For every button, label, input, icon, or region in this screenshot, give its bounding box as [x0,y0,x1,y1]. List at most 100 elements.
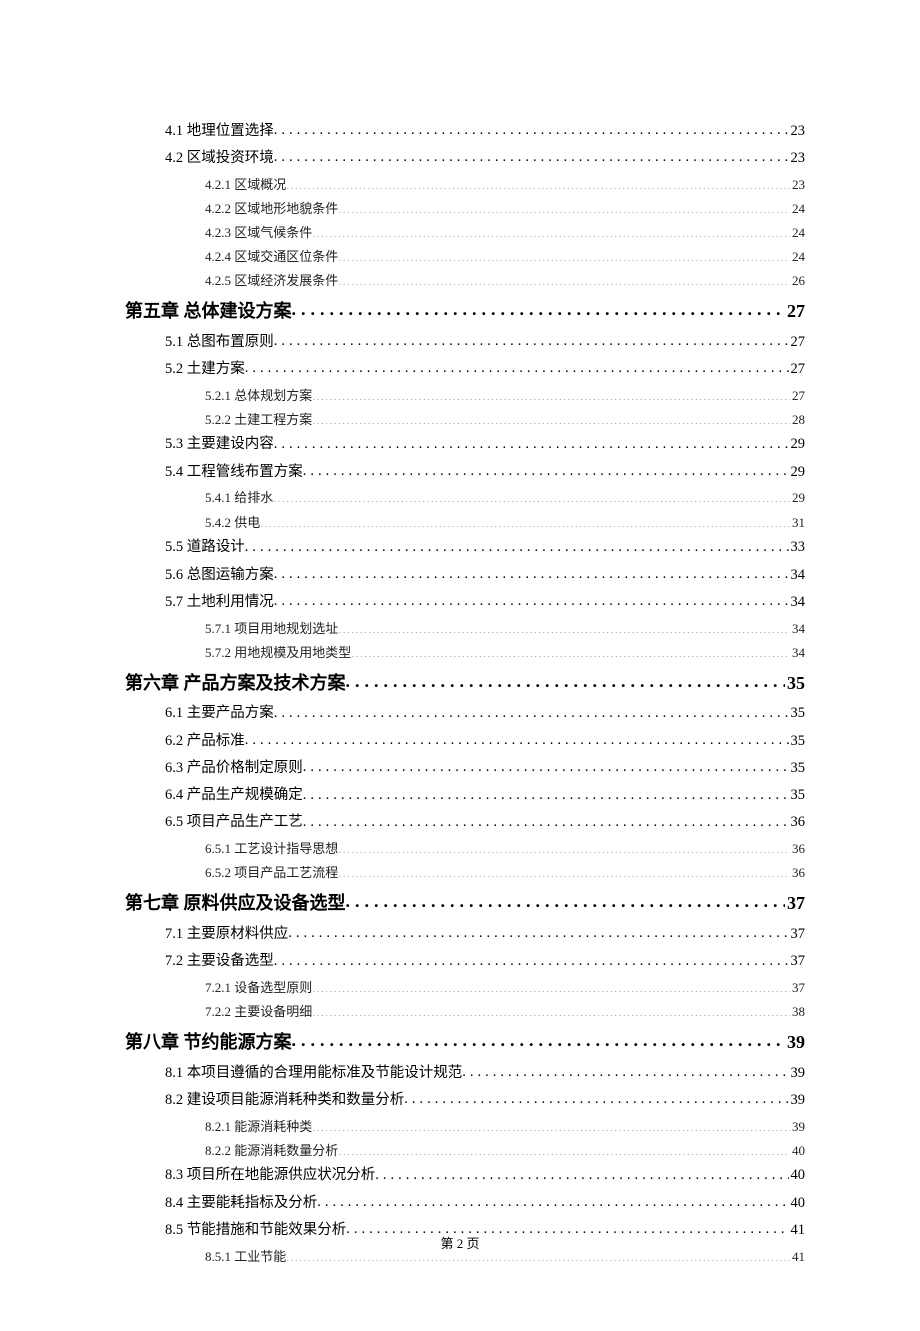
toc-entry-page: 24 [790,247,805,267]
toc-entry-page: 35 [789,785,806,807]
toc-leader-dots [338,620,790,633]
toc-entry-label: 6.5 项目产品生产工艺 [165,812,303,834]
toc-leader-dots [346,671,786,689]
toc-entry: 5.4 工程管线布置方案29 [125,461,805,483]
toc-leader-dots [338,272,790,285]
toc-leader-dots [303,812,789,827]
toc-entry-page: 34 [790,643,805,663]
toc-entry: 第五章 总体建设方案27 [125,297,805,323]
toc-leader-dots [274,147,789,162]
toc-leader-dots [286,176,790,189]
toc-leader-dots [404,1089,788,1104]
toc-entry: 5.4.2 供电 31 [125,513,805,533]
table-of-contents: 4.1 地理位置选择234.2 区域投资环境234.2.1 区域概况234.2.… [125,120,805,1267]
toc-entry-page: 37 [785,893,805,914]
toc-entry: 8.1 本项目遵循的合理用能标准及节能设计规范39 [125,1062,805,1084]
toc-entry-label: 5.7.1 项目用地规划选址 [205,619,338,639]
toc-leader-dots [317,1192,788,1207]
toc-entry-label: 4.2.1 区域概况 [205,175,286,195]
toc-leader-dots [260,514,790,527]
toc-entry-label: 8.3 项目所在地能源供应状况分析 [165,1165,375,1187]
toc-entry: 8.2.2 能源消耗数量分析40 [125,1141,805,1161]
toc-entry-label: 5.2.1 总体规划方案 [205,386,312,406]
toc-entry: 8.3 项目所在地能源供应状况分析40 [125,1165,805,1187]
toc-entry-label: 4.2.5 区域经济发展条件 [205,271,338,291]
toc-leader-dots [346,891,786,909]
toc-entry-label: 5.4.2 供电 [205,513,260,533]
toc-entry-page: 35 [785,673,805,694]
toc-leader-dots [312,1118,790,1131]
toc-entry-page: 27 [790,386,805,406]
toc-leader-dots [312,387,790,400]
toc-entry: 5.7 土地利用情况34 [125,591,805,613]
toc-leader-dots [274,951,789,966]
toc-leader-dots [351,644,790,657]
toc-leader-dots [338,200,790,213]
toc-entry-label: 8.1 本项目遵循的合理用能标准及节能设计规范 [165,1063,462,1085]
toc-entry-label: 5.4 工程管线布置方案 [165,462,303,484]
toc-entry-label: 5.5 道路设计 [165,537,245,559]
toc-entry: 6.4 产品生产规模确定 35 [125,785,805,807]
toc-entry: 4.2.1 区域概况23 [125,175,805,195]
toc-entry: 第六章 产品方案及技术方案35 [125,669,805,695]
toc-leader-dots [346,1219,788,1234]
toc-entry-label: 5.1 总图布置原则 [165,332,274,354]
toc-leader-dots [312,1003,790,1016]
toc-entry: 第七章 原料供应及设备选型37 [125,889,805,915]
toc-leader-dots [292,299,786,317]
toc-entry-label: 8.2 建设项目能源消耗种类和数量分析 [165,1090,404,1112]
toc-entry-page: 39 [790,1117,805,1137]
toc-entry-page: 34 [789,565,806,587]
toc-entry-label: 4.2.4 区域交通区位条件 [205,247,338,267]
toc-entry-label: 5.7.2 用地规模及用地类型 [205,643,351,663]
toc-leader-dots [303,785,789,800]
toc-entry-page: 35 [789,758,806,780]
toc-leader-dots [245,358,789,373]
toc-leader-dots [245,730,789,745]
toc-entry: 8.2.1 能源消耗种类39 [125,1117,805,1137]
toc-entry-label: 7.2.1 设备选型原则 [205,978,312,998]
toc-entry-page: 23 [789,148,806,170]
toc-entry: 6.2 产品标准35 [125,730,805,752]
toc-entry-label: 6.4 产品生产规模确定 [165,785,303,807]
toc-entry-page: 36 [790,839,805,859]
page-content: 4.1 地理位置选择234.2 区域投资环境234.2.1 区域概况234.2.… [0,0,920,1331]
toc-entry: 5.7.2 用地规模及用地类型 34 [125,643,805,663]
toc-entry: 5.2.2 土建工程方案28 [125,410,805,430]
toc-leader-dots [274,564,789,579]
toc-entry-page: 39 [789,1090,806,1112]
toc-entry-page: 35 [789,703,806,725]
toc-leader-dots [288,923,788,938]
page-footer: 第 2 页 [0,1233,920,1252]
toc-leader-dots [274,120,789,135]
toc-entry-label: 第五章 总体建设方案 [125,297,292,323]
toc-entry: 第八章 节约能源方案39 [125,1028,805,1054]
toc-leader-dots [273,489,790,502]
toc-leader-dots [274,434,789,449]
toc-entry-label: 5.3 主要建设内容 [165,434,274,456]
toc-leader-dots [312,411,790,424]
toc-entry-label: 7.1 主要原材料供应 [165,924,288,946]
toc-entry: 8.2 建设项目能源消耗种类和数量分析 39 [125,1089,805,1111]
toc-entry-page: 31 [790,513,805,533]
toc-entry: 4.2.2 区域地形地貌条件24 [125,199,805,219]
toc-leader-dots [338,864,790,877]
toc-entry-label: 5.6 总图运输方案 [165,565,274,587]
toc-entry: 5.6 总图运输方案 34 [125,564,805,586]
toc-entry-label: 4.1 地理位置选择 [165,121,274,143]
toc-entry: 8.4 主要能耗指标及分析40 [125,1192,805,1214]
toc-entry: 6.5.1 工艺设计指导思想36 [125,839,805,859]
toc-entry-page: 24 [790,223,805,243]
toc-leader-dots [274,331,789,346]
toc-entry-label: 6.3 产品价格制定原则 [165,758,303,780]
toc-entry-label: 5.4.1 给排水 [205,488,273,508]
toc-entry-page: 28 [790,410,805,430]
toc-entry-label: 5.7 土地利用情况 [165,592,274,614]
toc-entry-label: 8.2.2 能源消耗数量分析 [205,1141,338,1161]
toc-entry-label: 7.2 主要设备选型 [165,951,274,973]
toc-leader-dots [312,224,790,237]
toc-entry-page: 34 [790,619,805,639]
toc-entry-page: 37 [789,924,806,946]
toc-entry-page: 26 [790,271,805,291]
toc-entry: 4.1 地理位置选择23 [125,120,805,142]
